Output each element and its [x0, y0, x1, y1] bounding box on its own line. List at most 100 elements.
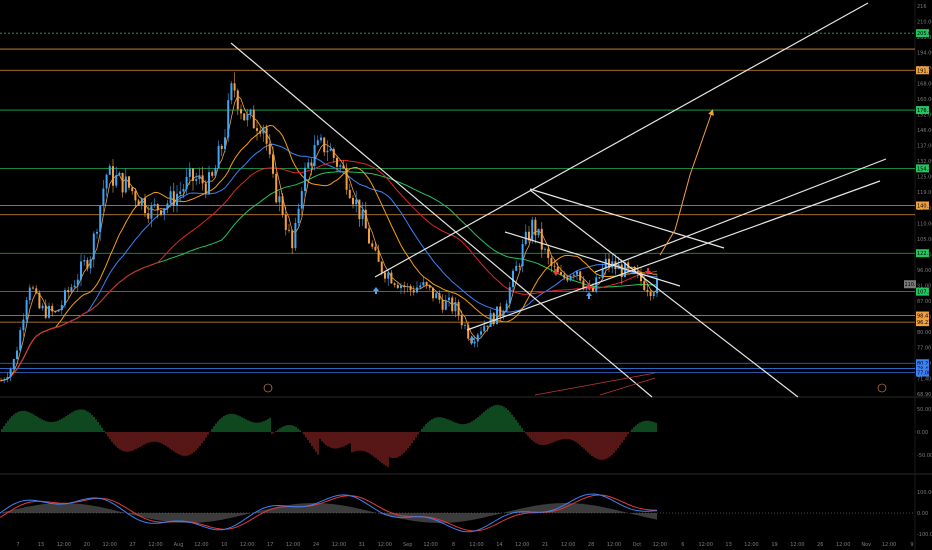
candle [163, 208, 166, 215]
channel-middle-line[interactable] [594, 158, 887, 273]
time-axis-tick: 12:00 [515, 542, 529, 548]
candle [64, 290, 66, 305]
price-axis-tick: 80.00 [917, 330, 931, 336]
candle [288, 229, 290, 231]
oscillator-axis-tick: 100.00 [917, 490, 932, 496]
candle [582, 280, 585, 289]
candle [460, 315, 463, 326]
trendlines[interactable] [230, 2, 887, 398]
candle [332, 148, 335, 158]
candle [272, 154, 274, 174]
candle [86, 260, 89, 269]
price-axis-tick: 91.00 [917, 283, 931, 289]
candle [656, 278, 658, 294]
time-axis-tick: 12:00 [607, 542, 621, 548]
candle [601, 268, 604, 279]
candle [137, 200, 140, 206]
candle [243, 113, 246, 121]
level-label-box [916, 201, 929, 210]
candle [505, 303, 508, 312]
candle [483, 325, 486, 332]
wedge-top-line[interactable] [529, 188, 725, 249]
price-axis-tick: 119.00 [917, 190, 932, 196]
candle [560, 272, 562, 275]
sell-arrow-icon [586, 283, 592, 290]
candle [345, 168, 348, 190]
time-axis-tick: 12:00 [286, 542, 300, 548]
candle [169, 191, 172, 204]
price-axis-tick: 146.00 [917, 128, 932, 134]
candle [489, 313, 492, 327]
candle [12, 358, 15, 369]
candle [208, 172, 210, 194]
candle [428, 285, 431, 288]
candle [313, 145, 316, 166]
candle [240, 109, 242, 114]
candle [224, 137, 226, 149]
buy-arrow-icon [586, 292, 592, 299]
candle [419, 285, 422, 288]
candle [48, 305, 50, 318]
time-axis-tick: 12:00 [378, 542, 392, 548]
event-marker-icon[interactable] [877, 383, 887, 393]
candle [140, 198, 143, 206]
candle [384, 272, 386, 279]
candle [499, 306, 502, 317]
price-axis-tick: 87.00 [917, 299, 931, 305]
descending-trendline-2[interactable] [529, 189, 799, 398]
candle [534, 219, 537, 236]
level-label-text: 80.21 [917, 361, 931, 367]
candle [614, 261, 617, 270]
descending-trendline[interactable] [230, 42, 653, 398]
oscillator-axis-tick: -100.00 [917, 532, 932, 538]
candle [118, 172, 121, 176]
candle [44, 305, 47, 318]
candle [316, 140, 319, 146]
channel-lower-line[interactable] [466, 180, 881, 331]
buy-arrow-icon [469, 336, 475, 343]
candle [230, 83, 233, 101]
candle [416, 287, 418, 293]
level-label-text: 191.78 [917, 68, 932, 74]
time-axis[interactable]: 7 13 12:00 20 12:00 27 12:00 Aug 12:00 10 12:00 17 1… [16, 542, 913, 548]
candle [377, 250, 380, 262]
candle [620, 264, 623, 277]
projection-arrow[interactable] [659, 109, 714, 256]
candle [227, 100, 230, 138]
level-label-box [916, 368, 929, 377]
candle [374, 246, 377, 251]
candle [576, 271, 578, 275]
candle [464, 325, 466, 326]
time-axis-tick: 13 [38, 542, 44, 548]
event-marker-icon[interactable] [263, 383, 273, 393]
candle [54, 311, 57, 313]
time-axis-tick: 12:00 [561, 542, 575, 548]
price-axis-tick: 210.00 [917, 20, 932, 26]
histogram-axis-tick: 50.00 [917, 407, 931, 413]
candle [528, 231, 530, 241]
candle [99, 205, 102, 232]
time-axis-tick: 12:00 [469, 542, 483, 548]
candle [83, 260, 86, 262]
candle [128, 176, 130, 188]
candle [153, 204, 156, 206]
candle [355, 199, 358, 205]
price-axis-tick: 68.90 [917, 392, 931, 398]
candle [569, 275, 572, 281]
channel-upper-line[interactable] [374, 2, 869, 278]
candle [400, 285, 402, 289]
candle [496, 306, 498, 325]
level-label-text: 98.47 [917, 314, 931, 320]
histogram-axis-tick: 0.00 [917, 430, 928, 436]
level-label-text: 122.15 [917, 251, 932, 257]
candle [0, 380, 2, 382]
level-label-text: 77.00 [917, 371, 931, 377]
candle [73, 285, 76, 288]
candle [451, 297, 454, 312]
wedge-bottom-line[interactable] [504, 231, 681, 287]
candle [547, 248, 550, 258]
candle [35, 288, 38, 293]
time-axis-tick: 12:00 [148, 542, 162, 548]
time-axis-tick: 26 [817, 542, 823, 548]
